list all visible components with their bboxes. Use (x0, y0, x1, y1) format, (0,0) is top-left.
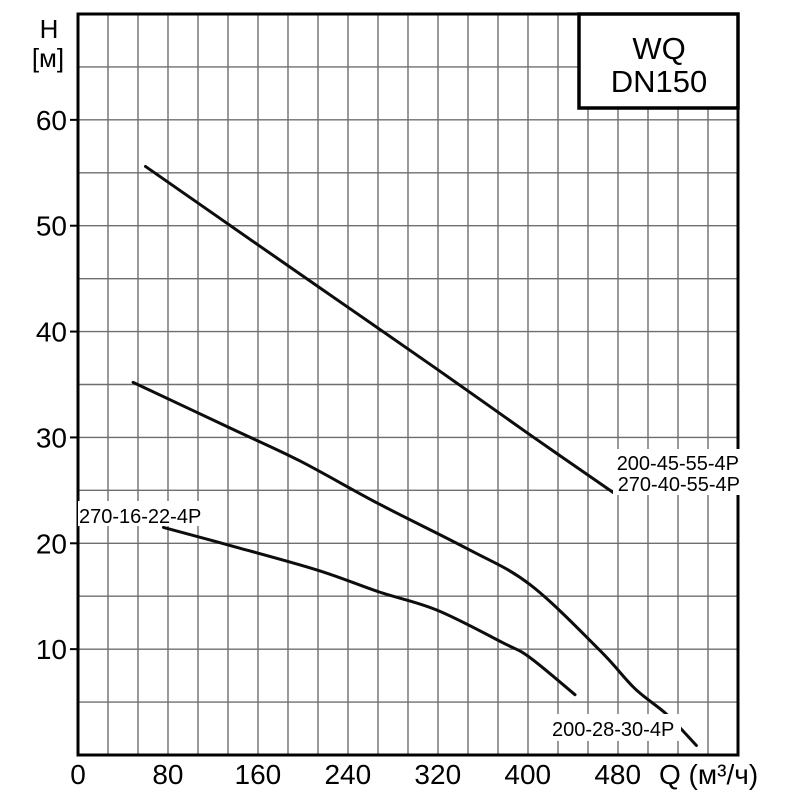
curve-label-200-28-30-4p: 200-28-30-4P (552, 719, 674, 741)
y-tick-label: 50 (36, 211, 67, 242)
pump-curves (131, 164, 698, 747)
y-axis-unit: [м] (32, 43, 64, 73)
curve-200-28-30-4p (131, 380, 698, 747)
y-tick-label: 10 (36, 634, 67, 665)
x-axis-tick-labels: 0 80 160 240 320 400 480 (70, 759, 641, 790)
y-axis-tick-labels: 10 20 30 40 50 60 (36, 105, 67, 665)
x-axis-title: Q (м³/ч) (659, 759, 758, 790)
curve-label-270-16-22-4p: 270-16-22-4P (79, 506, 201, 528)
x-tick-label: 400 (504, 759, 551, 790)
curve-label-270-40-55-4p: 270-40-55-4P (618, 474, 740, 496)
y-tick-label: 40 (36, 317, 67, 348)
x-tick-label: 480 (594, 759, 641, 790)
title-box: WQ DN150 (577, 12, 740, 110)
y-tick-label: 20 (36, 528, 67, 559)
title-box-line2: DN150 (611, 64, 708, 99)
curve-label-200-45-55-4p: 200-45-55-4P (617, 453, 739, 475)
title-box-border (577, 12, 740, 110)
y-tick-label: 30 (36, 422, 67, 453)
curve-270-16-22-4p (161, 525, 577, 697)
plot-border (76, 12, 740, 757)
x-tick-label: 160 (235, 759, 282, 790)
curve-label-backgrounds (78, 449, 740, 741)
title-box-line1: WQ (632, 31, 685, 66)
curve-label-background (613, 449, 740, 495)
curve-200-45-55-4p (143, 164, 615, 494)
curve-label-background (549, 714, 681, 741)
x-tick-label: 0 (70, 759, 86, 790)
curve-label-background (78, 501, 207, 526)
grid-lines (77, 13, 739, 756)
x-tick-label: 240 (324, 759, 371, 790)
x-tick-label: 80 (152, 759, 183, 790)
y-axis-title: H (40, 14, 59, 44)
y-tick-label: 60 (36, 105, 67, 136)
x-tick-label: 320 (414, 759, 461, 790)
